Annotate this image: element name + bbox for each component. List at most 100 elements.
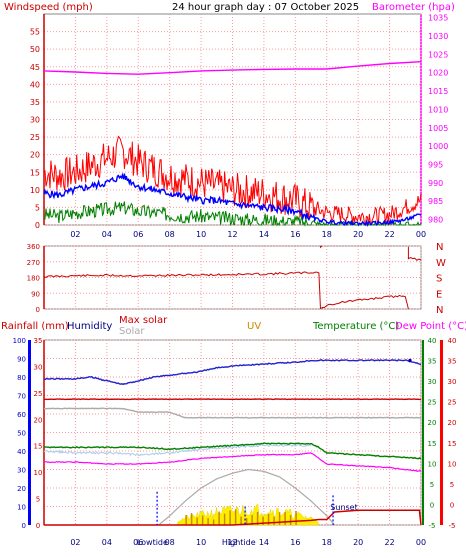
weather-x-tick-label: 14 <box>259 538 269 547</box>
uv-bar <box>224 514 226 525</box>
barometer-tick-label: 1005 <box>428 124 448 133</box>
uv-tick-label: 10 <box>34 469 43 477</box>
uv-bar <box>279 512 281 525</box>
barometer-tick-label: 985 <box>428 197 443 206</box>
windspeed-tick-label: 0 <box>35 221 40 230</box>
temperature-tick-label: 40 <box>428 337 437 345</box>
weather-x-tick-label: 00 <box>416 538 426 547</box>
weather-x-tick-label: 02 <box>70 538 80 547</box>
windspeed-tick-label: 5 <box>35 203 40 212</box>
barometer-tick-label: 1035 <box>428 14 448 23</box>
barometer-tick-label: 990 <box>428 179 443 188</box>
humidity-tick-label: 40 <box>17 448 26 456</box>
barometer-tick-label: 1015 <box>428 87 448 96</box>
wind-x-tick-label: 18 <box>322 230 332 239</box>
compass-label: W <box>436 258 446 269</box>
humidity-tick-label: 70 <box>17 393 26 401</box>
max-solar-label: Max solar <box>119 315 168 326</box>
wind-x-tick-label: 16 <box>290 230 300 239</box>
humidity-marker <box>408 359 411 362</box>
barometer-axis-title: Barometer (hpa) <box>372 2 455 13</box>
compass-label: N <box>436 305 443 316</box>
windspeed-axis-title: Windspeed (mph) <box>4 2 93 13</box>
uv-bar <box>213 519 215 525</box>
windspeed-tick-label: 40 <box>30 80 40 89</box>
barometer-tick-label: 1020 <box>428 69 448 78</box>
humidity-tick-label: 10 <box>17 504 26 512</box>
dew-point-tick-label: 35 <box>448 358 457 366</box>
humidity-label: Humidity <box>67 321 112 332</box>
windspeed-tick-label: 20 <box>30 151 40 160</box>
windspeed-tick-label: 10 <box>30 186 40 195</box>
chart-title: 24 hour graph day : 07 October 2025 <box>172 2 359 13</box>
wind-x-tick-label: 00 <box>416 230 426 239</box>
wind-x-tick-label: 06 <box>133 230 143 239</box>
dew-point-axis-bar <box>440 340 443 525</box>
lowtide-label: Lowtide <box>137 538 168 547</box>
dew-point-tick-label: 5 <box>450 481 454 489</box>
sunset-label: Sunset <box>330 503 357 512</box>
temperature-tick-label: -5 <box>429 522 436 530</box>
uv-bar <box>218 512 220 525</box>
rainfall-label: Rainfall (mm) <box>1 321 69 332</box>
wind-x-tick-label: 14 <box>259 230 269 239</box>
dew-point-tick-label: 30 <box>448 378 457 386</box>
wind-x-tick-label: 04 <box>102 230 112 239</box>
dew-point-tick-label: 10 <box>448 460 457 468</box>
weather-x-tick-label: 22 <box>384 538 394 547</box>
dew-point-tick-label: 20 <box>448 419 457 427</box>
uv-bar <box>185 515 187 525</box>
uv-bar <box>191 513 193 525</box>
barometer-tick-label: 1010 <box>428 105 448 114</box>
compass-label: N <box>436 242 443 253</box>
uv-bar <box>229 511 231 525</box>
temperature-tick-label: 0 <box>430 501 434 509</box>
temperature-tick-label: 10 <box>428 460 437 468</box>
wind-x-tick-label: 02 <box>70 230 80 239</box>
uv-tick-label: 20 <box>34 416 43 424</box>
windspeed-tick-label: 30 <box>30 116 40 125</box>
dew-point-tick-label: 0 <box>450 501 454 509</box>
barometer-tick-label: 1000 <box>428 142 448 151</box>
barometer-tick-label: 1025 <box>428 50 448 59</box>
windspeed-tick-label: 35 <box>30 98 40 107</box>
direction-tick-label: 0 <box>36 306 40 314</box>
wind-x-tick-label: 22 <box>384 230 394 239</box>
uv-tick-label: 0 <box>36 522 40 530</box>
dew-point-tick-label: -5 <box>449 522 456 530</box>
direction-tick-label: 180 <box>27 275 40 283</box>
humidity-tick-label: 50 <box>17 430 26 438</box>
windspeed-tick-label: 45 <box>30 63 40 72</box>
wind-x-tick-label: 10 <box>196 230 206 239</box>
solar-label: Solar <box>119 326 145 337</box>
barometer-tick-label: 1030 <box>428 32 448 41</box>
uv-bar <box>284 512 286 525</box>
windspeed-tick-label: 50 <box>30 45 40 54</box>
temperature-axis-bar <box>422 340 424 525</box>
uv-label: UV <box>247 321 261 332</box>
direction-tick-label: 90 <box>31 290 40 298</box>
humidity-tick-label: 60 <box>17 411 26 419</box>
direction-tick-label: 270 <box>27 259 40 267</box>
temperature-tick-label: 25 <box>428 399 437 407</box>
barometer-tick-label: 995 <box>428 160 443 169</box>
uv-bar <box>290 515 292 525</box>
windspeed-tick-label: 25 <box>30 133 40 142</box>
dew-point-tick-label: 40 <box>448 337 457 345</box>
uv-bar <box>202 515 204 525</box>
uv-bar <box>235 509 237 525</box>
uv-bar <box>207 518 209 525</box>
hightide-label: Hightide <box>222 538 256 547</box>
windspeed-tick-label: 55 <box>30 28 40 37</box>
temperature-tick-label: 30 <box>428 378 437 386</box>
dew-point-label: Dew Point (°C) <box>395 321 466 332</box>
compass-label: E <box>436 289 442 300</box>
temperature-tick-label: 5 <box>430 481 434 489</box>
uv-bar <box>196 518 198 525</box>
humidity-tick-label: 20 <box>17 485 26 493</box>
windspeed-tick-label: 15 <box>30 168 40 177</box>
uv-tick-label: 25 <box>34 390 43 398</box>
temperature-tick-label: 20 <box>428 419 437 427</box>
temperature-tick-label: 35 <box>428 358 437 366</box>
